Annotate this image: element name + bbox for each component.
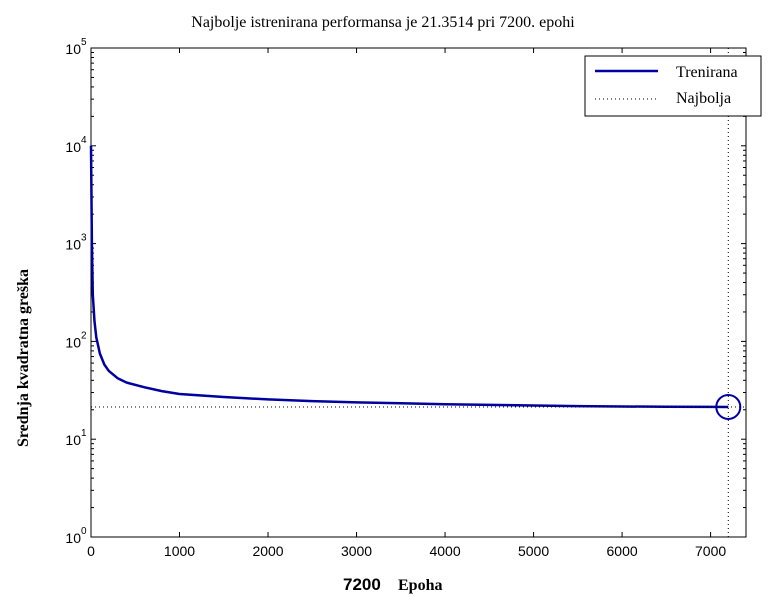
series-trenirana-line — [89, 145, 729, 409]
x-axis-label-prefix: 7200 — [343, 575, 381, 594]
x-tick-label: 2000 — [252, 543, 283, 559]
y-tick-label: 10 — [65, 139, 81, 155]
x-tick-label: 4000 — [429, 543, 460, 559]
x-tick-label: 7000 — [695, 543, 726, 559]
series-layer — [89, 48, 746, 537]
y-tick-exponent: 0 — [81, 526, 87, 537]
x-axis-label: Epoha — [398, 577, 442, 594]
best-point-marker — [715, 393, 742, 420]
plot-area — [90, 47, 747, 538]
x-tick-label: 1000 — [164, 543, 195, 559]
legend-label-najbolja: Najbolja — [676, 90, 731, 107]
plot-frame — [90, 47, 747, 538]
x-tick-label: 6000 — [607, 543, 638, 559]
x-tick-label: 3000 — [341, 543, 372, 559]
x-axis-ticks: 0 1000 2000 3000 4000 5000 6000 7000 — [87, 48, 726, 559]
y-tick-exponent: 1 — [81, 428, 87, 439]
x-tick-label: 5000 — [518, 543, 549, 559]
chart-title: Najbolje istrenirana performansa je 21.3… — [191, 14, 575, 31]
y-tick-exponent: 2 — [81, 330, 87, 341]
y-tick-exponent: 5 — [81, 37, 87, 48]
y-tick-label: 10 — [65, 334, 81, 350]
y-tick-exponent: 3 — [81, 233, 87, 244]
legend-box — [584, 55, 762, 117]
y-tick-label: 10 — [65, 41, 81, 57]
y-axis-label: Srednja kvadratna greška — [15, 269, 32, 447]
y-tick-label: 10 — [65, 432, 81, 448]
legend-label-trenirana: Trenirana — [676, 64, 738, 81]
y-tick-exponent: 4 — [81, 135, 87, 146]
x-tick-label: 0 — [87, 543, 95, 559]
y-tick-label: 10 — [65, 237, 81, 253]
y-tick-label: 10 — [65, 530, 81, 546]
legend: Trenirana Najbolja — [584, 55, 762, 117]
